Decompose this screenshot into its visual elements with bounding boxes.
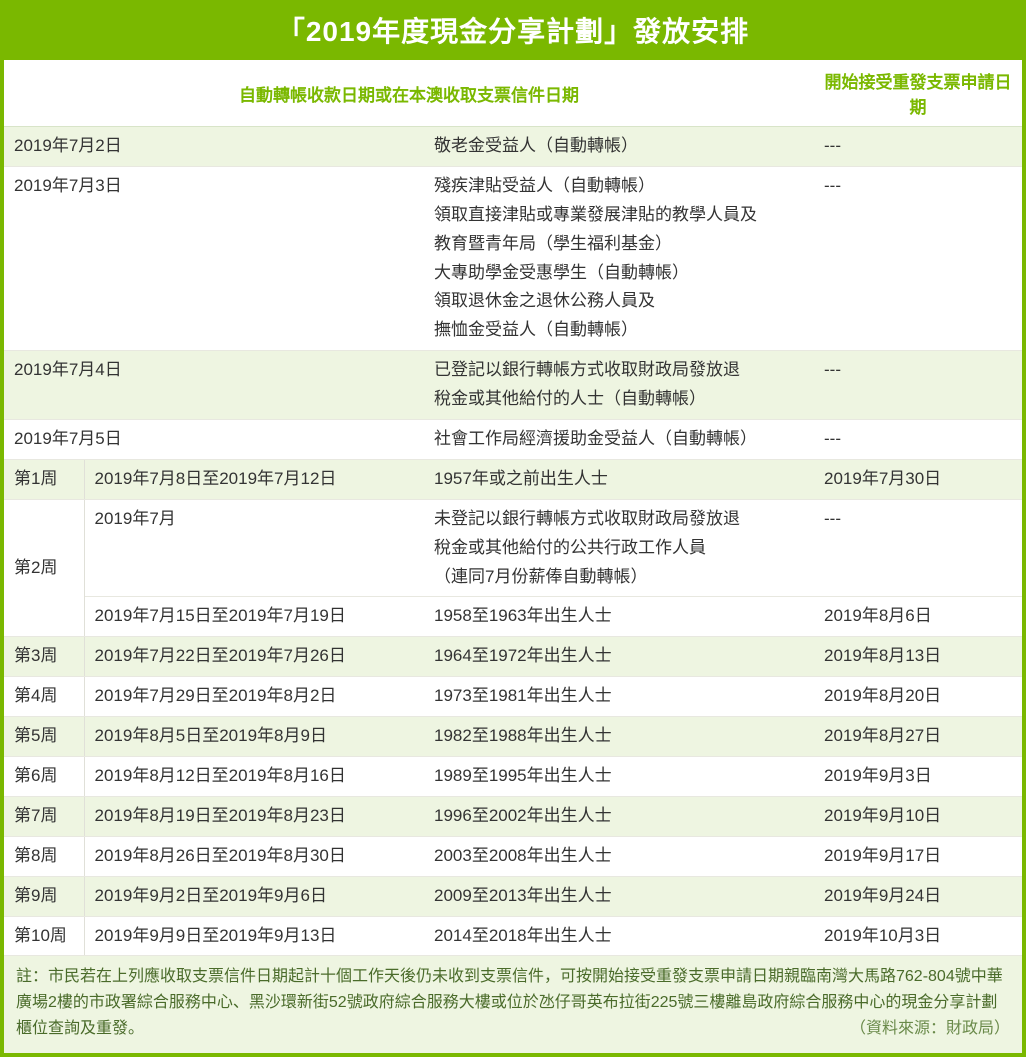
table-row: 2019年7月15日至2019年7月19日1958至1963年出生人士2019年… bbox=[4, 597, 1022, 637]
cell-reissue: --- bbox=[814, 166, 1022, 350]
cell-who: 2003至2008年出生人士 bbox=[424, 836, 814, 876]
cell-reissue: 2019年10月3日 bbox=[814, 916, 1022, 956]
cell-week: 第5周 bbox=[4, 717, 84, 757]
cell-reissue: 2019年9月3日 bbox=[814, 757, 1022, 797]
schedule-card: 「2019年度現金分享計劃」發放安排 自動轉帳收款日期或在本澳收取支票信件日期 … bbox=[0, 0, 1026, 1057]
schedule-table: 自動轉帳收款日期或在本澳收取支票信件日期 開始接受重發支票申請日期 2019年7… bbox=[4, 60, 1022, 956]
cell-reissue: 2019年8月13日 bbox=[814, 637, 1022, 677]
cell-reissue: 2019年9月10日 bbox=[814, 796, 1022, 836]
cell-reissue: --- bbox=[814, 127, 1022, 167]
cell-date: 2019年7月 bbox=[84, 499, 424, 597]
cell-date: 2019年7月29日至2019年8月2日 bbox=[84, 677, 424, 717]
table-row: 2019年7月2日敬老金受益人（自動轉帳）--- bbox=[4, 127, 1022, 167]
cell-week: 第8周 bbox=[4, 836, 84, 876]
cell-reissue: --- bbox=[814, 499, 1022, 597]
footnote: 註：市民若在上列應收取支票信件日期起計十個工作天後仍未收到支票信件，可按開始接受… bbox=[4, 956, 1022, 1053]
cell-who: 2009至2013年出生人士 bbox=[424, 876, 814, 916]
table-row: 2019年7月4日已登記以銀行轉帳方式收取財政局發放退 稅金或其他給付的人士（自… bbox=[4, 351, 1022, 420]
cell-reissue: 2019年9月24日 bbox=[814, 876, 1022, 916]
cell-date: 2019年7月4日 bbox=[4, 351, 424, 420]
cell-week: 第2周 bbox=[4, 499, 84, 637]
cell-reissue: 2019年8月6日 bbox=[814, 597, 1022, 637]
cell-date: 2019年7月8日至2019年7月12日 bbox=[84, 459, 424, 499]
card-title: 「2019年度現金分享計劃」發放安排 bbox=[4, 4, 1022, 60]
cell-date: 2019年8月12日至2019年8月16日 bbox=[84, 757, 424, 797]
cell-who: 1996至2002年出生人士 bbox=[424, 796, 814, 836]
source-text: （資料來源：財政局） bbox=[850, 1016, 1010, 1042]
cell-date: 2019年9月2日至2019年9月6日 bbox=[84, 876, 424, 916]
cell-date: 2019年7月2日 bbox=[4, 127, 424, 167]
cell-who: 1958至1963年出生人士 bbox=[424, 597, 814, 637]
table-row: 第7周2019年8月19日至2019年8月23日1996至2002年出生人士20… bbox=[4, 796, 1022, 836]
cell-date: 2019年7月15日至2019年7月19日 bbox=[84, 597, 424, 637]
cell-week: 第4周 bbox=[4, 677, 84, 717]
table-row: 第5周2019年8月5日至2019年8月9日1982至1988年出生人士2019… bbox=[4, 717, 1022, 757]
cell-week: 第3周 bbox=[4, 637, 84, 677]
table-row: 第3周2019年7月22日至2019年7月26日1964至1972年出生人士20… bbox=[4, 637, 1022, 677]
table-row: 第9周2019年9月2日至2019年9月6日2009至2013年出生人士2019… bbox=[4, 876, 1022, 916]
cell-date: 2019年7月3日 bbox=[4, 166, 424, 350]
cell-who: 已登記以銀行轉帳方式收取財政局發放退 稅金或其他給付的人士（自動轉帳） bbox=[424, 351, 814, 420]
table-row: 第4周2019年7月29日至2019年8月2日1973至1981年出生人士201… bbox=[4, 677, 1022, 717]
cell-week: 第1周 bbox=[4, 459, 84, 499]
cell-date: 2019年9月9日至2019年9月13日 bbox=[84, 916, 424, 956]
cell-date: 2019年7月22日至2019年7月26日 bbox=[84, 637, 424, 677]
cell-who: 1957年或之前出生人士 bbox=[424, 459, 814, 499]
table-row: 2019年7月3日殘疾津貼受益人（自動轉帳） 領取直接津貼或專業發展津貼的教學人… bbox=[4, 166, 1022, 350]
cell-reissue: 2019年9月17日 bbox=[814, 836, 1022, 876]
cell-who: 社會工作局經濟援助金受益人（自動轉帳） bbox=[424, 420, 814, 460]
cell-date: 2019年8月19日至2019年8月23日 bbox=[84, 796, 424, 836]
cell-reissue: --- bbox=[814, 420, 1022, 460]
cell-who: 1989至1995年出生人士 bbox=[424, 757, 814, 797]
cell-week: 第7周 bbox=[4, 796, 84, 836]
cell-who: 1964至1972年出生人士 bbox=[424, 637, 814, 677]
cell-who: 敬老金受益人（自動轉帳） bbox=[424, 127, 814, 167]
table-row: 第1周2019年7月8日至2019年7月12日1957年或之前出生人士2019年… bbox=[4, 459, 1022, 499]
cell-who: 殘疾津貼受益人（自動轉帳） 領取直接津貼或專業發展津貼的教學人員及 教育暨青年局… bbox=[424, 166, 814, 350]
cell-who: 2014至2018年出生人士 bbox=[424, 916, 814, 956]
cell-reissue: 2019年8月20日 bbox=[814, 677, 1022, 717]
cell-who: 未登記以銀行轉帳方式收取財政局發放退 稅金或其他給付的公共行政工作人員 （連同7… bbox=[424, 499, 814, 597]
header-right: 開始接受重發支票申請日期 bbox=[814, 60, 1022, 127]
table-row: 第2周2019年7月未登記以銀行轉帳方式收取財政局發放退 稅金或其他給付的公共行… bbox=[4, 499, 1022, 597]
header-left: 自動轉帳收款日期或在本澳收取支票信件日期 bbox=[4, 60, 814, 127]
cell-who: 1973至1981年出生人士 bbox=[424, 677, 814, 717]
cell-week: 第10周 bbox=[4, 916, 84, 956]
table-row: 第6周2019年8月12日至2019年8月16日1989至1995年出生人士20… bbox=[4, 757, 1022, 797]
cell-date: 2019年8月26日至2019年8月30日 bbox=[84, 836, 424, 876]
table-row: 第8周2019年8月26日至2019年8月30日2003至2008年出生人士20… bbox=[4, 836, 1022, 876]
cell-reissue: 2019年7月30日 bbox=[814, 459, 1022, 499]
table-row: 第10周2019年9月9日至2019年9月13日2014至2018年出生人士20… bbox=[4, 916, 1022, 956]
cell-date: 2019年8月5日至2019年8月9日 bbox=[84, 717, 424, 757]
cell-date: 2019年7月5日 bbox=[4, 420, 424, 460]
cell-reissue: 2019年8月27日 bbox=[814, 717, 1022, 757]
cell-week: 第9周 bbox=[4, 876, 84, 916]
cell-who: 1982至1988年出生人士 bbox=[424, 717, 814, 757]
cell-reissue: --- bbox=[814, 351, 1022, 420]
table-row: 2019年7月5日社會工作局經濟援助金受益人（自動轉帳）--- bbox=[4, 420, 1022, 460]
cell-week: 第6周 bbox=[4, 757, 84, 797]
